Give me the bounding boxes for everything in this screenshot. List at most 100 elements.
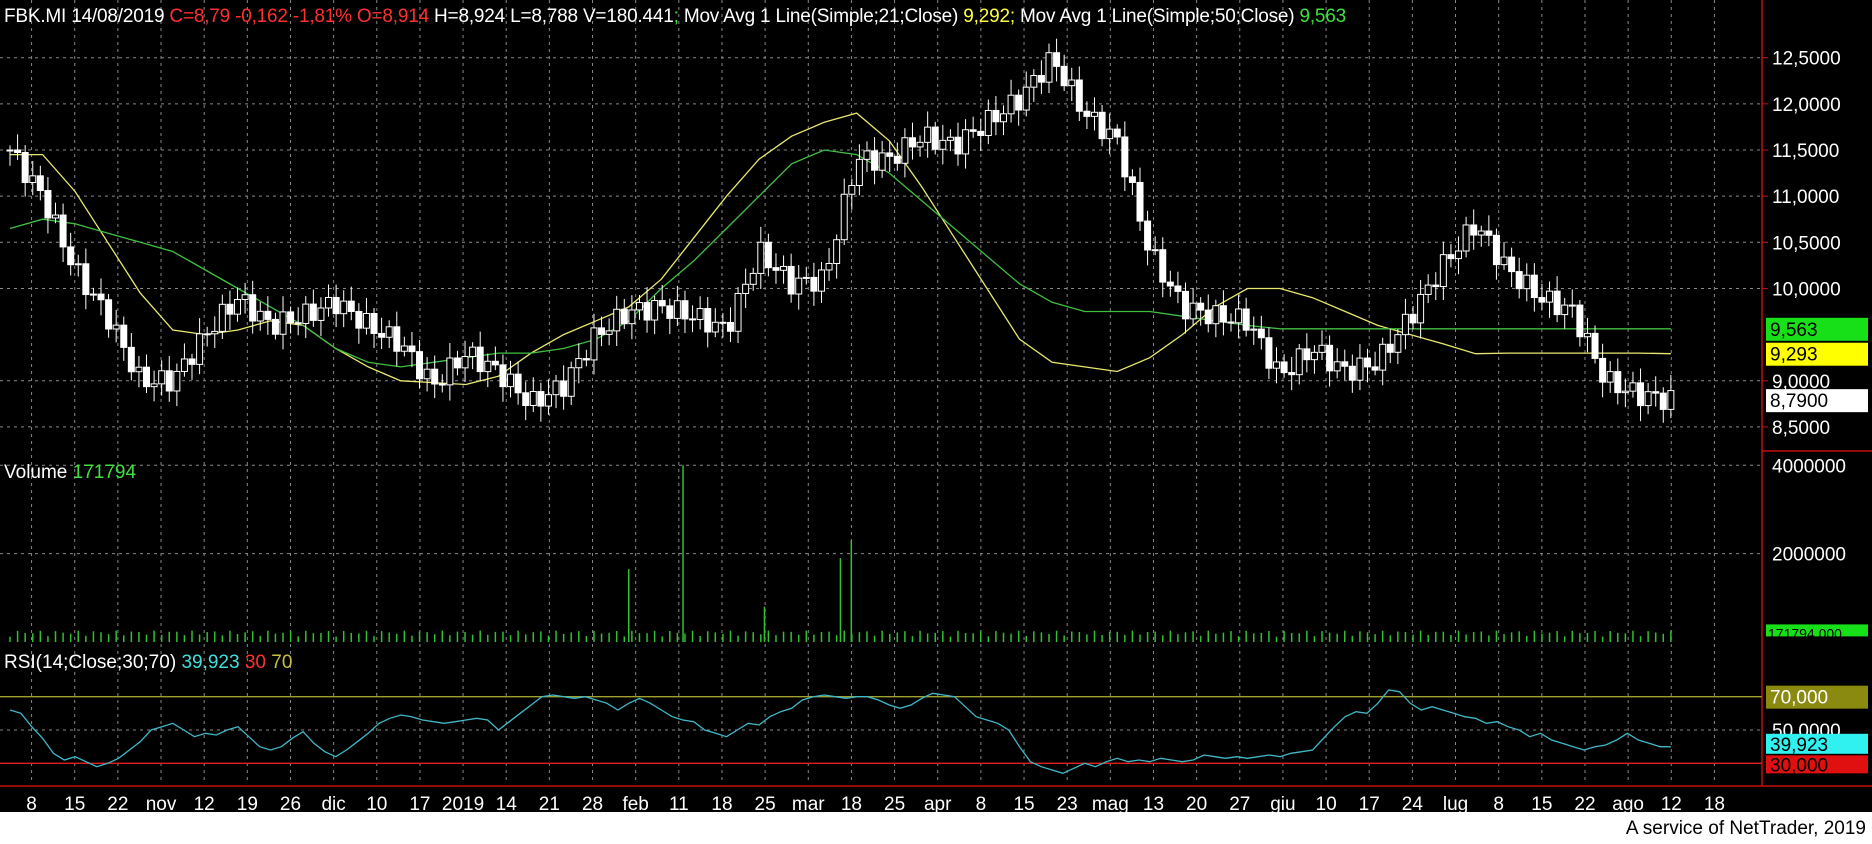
x-tick-label: 2019	[442, 794, 484, 815]
x-tick-label: feb	[622, 794, 648, 815]
candle-body	[544, 394, 552, 407]
rsi-panel-label: RSI(14;Close;30;70) 39,923 30 70	[4, 652, 292, 674]
candle-body	[514, 373, 522, 394]
volume-tick-label: 2000000	[1772, 545, 1846, 566]
candle-body	[59, 214, 67, 248]
candle-body	[628, 309, 636, 325]
candle-body	[643, 302, 651, 321]
candle-body	[673, 300, 681, 319]
x-tick-label: giu	[1270, 794, 1295, 815]
candle-body	[294, 322, 302, 325]
candle-body	[1599, 357, 1607, 383]
candle-body	[689, 318, 697, 321]
price-tick-label: 12,5000	[1772, 49, 1841, 70]
candle-body	[226, 303, 234, 315]
x-tick-label: 8	[1493, 794, 1504, 815]
candle-body	[833, 239, 841, 265]
candle-body	[1022, 86, 1030, 111]
candle-body	[704, 308, 712, 333]
candle-body	[196, 333, 204, 365]
candle-body	[1098, 111, 1106, 140]
candle-body	[1546, 290, 1554, 303]
candle-body	[1128, 176, 1136, 183]
x-tick-label: 10	[366, 794, 387, 815]
candle-body	[1197, 302, 1205, 311]
candle-body	[97, 293, 105, 301]
x-tick-label: 10	[1316, 794, 1337, 815]
candle-body	[840, 193, 848, 241]
rsi-value-badge-bg	[1766, 733, 1868, 754]
ma50-line	[9, 149, 1671, 368]
volume-badge-label: 171794,000	[1768, 625, 1842, 641]
candle-body	[218, 303, 226, 332]
candle-body	[400, 345, 408, 352]
candle-body	[590, 327, 598, 361]
candle-body	[1136, 181, 1144, 222]
candle-body	[1227, 321, 1235, 324]
candle-body	[954, 136, 962, 155]
candle-body	[757, 241, 765, 274]
candle-body	[461, 355, 469, 369]
candle-body	[1417, 293, 1425, 324]
candle-body	[992, 109, 1000, 123]
candle-body	[423, 368, 431, 380]
candle-body	[560, 380, 568, 397]
candle-body	[165, 370, 173, 392]
x-tick-label: 14	[496, 794, 518, 815]
ma21-line	[10, 112, 1671, 386]
candle-body	[188, 358, 196, 365]
candle-body	[1561, 304, 1569, 316]
candle-body	[734, 292, 742, 332]
candle-body	[1257, 328, 1265, 339]
candle-body	[1075, 79, 1083, 112]
candle-body	[1637, 382, 1645, 407]
candle-body	[1477, 230, 1485, 236]
x-tick-label: dic	[321, 794, 345, 815]
candle-body	[1060, 65, 1068, 87]
candle-body	[431, 368, 439, 385]
candle-body	[476, 346, 484, 373]
x-tick-label: 25	[755, 794, 776, 815]
candle-body	[203, 333, 211, 336]
candle-body	[271, 318, 279, 335]
candle-body	[347, 300, 355, 312]
candle-body	[1614, 371, 1622, 394]
candle-body	[1053, 52, 1061, 67]
candle-body	[742, 283, 750, 294]
candle-body	[1280, 361, 1288, 374]
rsi70-badge-label: 70,000	[1770, 688, 1828, 709]
candle-body	[158, 370, 166, 385]
candle-body	[871, 150, 879, 171]
candle-body	[491, 360, 499, 366]
candle-body	[249, 294, 257, 322]
candle-body	[772, 267, 780, 271]
candle-body	[36, 175, 44, 192]
price-tick-label: 9,0000	[1772, 372, 1830, 393]
x-tick-label: 24	[1402, 794, 1424, 815]
x-tick-label: 15	[1531, 794, 1552, 815]
candle-body	[1182, 290, 1190, 320]
candle-body	[1401, 313, 1409, 336]
candle-body	[1356, 357, 1364, 381]
candle-body	[1409, 313, 1417, 324]
x-tick-label: 28	[582, 794, 603, 815]
candle-body	[719, 321, 727, 324]
footer-credit: A service of NetTrader, 2019	[1625, 818, 1866, 840]
candle-body	[1068, 79, 1076, 87]
header-ma21-value: 9,292	[963, 6, 1010, 27]
price-tick-label: 11,5000	[1772, 141, 1839, 162]
volume-badge-bg	[1766, 624, 1868, 637]
candle-body	[658, 300, 666, 307]
candle-body	[1629, 382, 1637, 392]
candle-body	[1265, 337, 1273, 369]
candle-body	[438, 383, 446, 386]
x-tick-label: 21	[539, 794, 560, 815]
price-badge-bg	[1766, 389, 1868, 413]
candle-body	[211, 330, 219, 335]
candle-body	[893, 155, 901, 164]
candle-body	[1394, 334, 1402, 353]
x-tick-label: 26	[280, 794, 301, 815]
x-tick-label: mag	[1092, 794, 1129, 815]
rsi70-badge-bg	[1766, 685, 1868, 709]
candle-body	[1250, 328, 1258, 331]
